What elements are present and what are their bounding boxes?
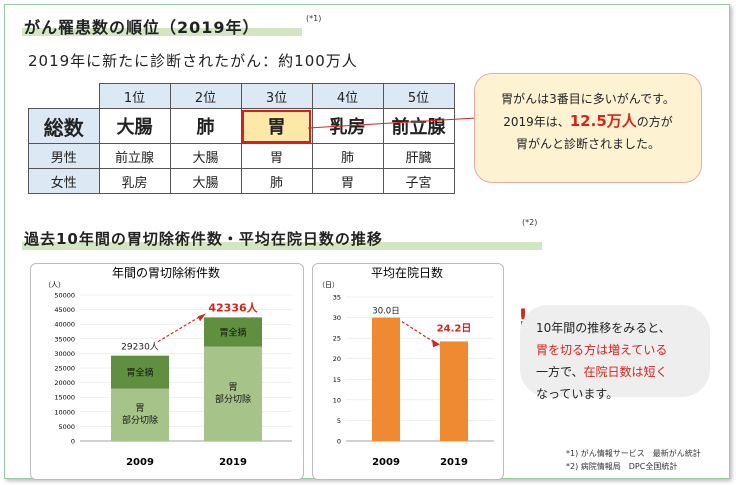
segment-label: 胃 (135, 403, 144, 414)
rank-table: 1位 2位 3位 4位 5位 総数 大腸 肺 胃 乳房 前立腺 男性 前立腺 大… (28, 83, 455, 194)
table-cell: 子宮 (382, 168, 455, 194)
surgery-count-chart: 年間の胃切除術件数 （人） 0 5000 10000 15000 20000 25000 300… (44, 265, 292, 468)
footnote-1: *1) がん情報サービス 最新がん統計 (566, 449, 701, 458)
total-label: 29230人 (121, 342, 159, 353)
trend-arrowhead (198, 313, 206, 322)
side-note-line4: なっています。 (536, 387, 619, 401)
highlighted-cell: 胃 (240, 108, 313, 144)
side-note-line2: 胃を切る方は増えている (536, 343, 668, 357)
y-tick-label: 40000 (54, 321, 75, 329)
table-cell: 肺 (240, 168, 313, 194)
title-highlight (22, 28, 302, 36)
segment-label: 部分切除 (215, 393, 251, 405)
section2-title: 過去10年間の胃切除術件数・平均在院日数の推移 (24, 230, 383, 248)
y-tick-label: 0 (337, 438, 341, 446)
callout-line3: 胃がんと診断されました。 (515, 137, 660, 151)
table-cell: 胃 (240, 143, 313, 169)
value-label: 24.2日 (437, 322, 472, 334)
rank-header: 1位 (98, 83, 171, 109)
y-tick-label: 45000 (54, 306, 75, 314)
section2-note: (*2) (522, 218, 538, 227)
table-cell: 乳房 (98, 168, 171, 194)
trend-arrow (157, 314, 203, 343)
y-tick-label: 10000 (54, 408, 75, 416)
y-tick-label: 30 (333, 314, 341, 322)
trend-arrowhead (432, 339, 440, 348)
y-tick-label: 5 (337, 417, 341, 425)
callout-line2-a: 2019年は、 (503, 115, 570, 129)
table-cell: 大腸 (169, 168, 242, 194)
y-tick-label: 20 (333, 355, 341, 363)
y-tick-label: 35000 (54, 335, 75, 343)
footnote-2: *2) 病院情報局 DPC全国統計 (566, 462, 678, 471)
x-tick-label: 2019 (440, 457, 468, 468)
y-tick-label: 15 (333, 376, 341, 384)
pointer-line (307, 117, 477, 129)
segment-label: 胃全摘 (126, 367, 153, 379)
y-tick-label: 50000 (54, 292, 75, 300)
rank-header: 5位 (382, 83, 455, 109)
table-row: 女性 乳房 大腸 肺 胃 子宮 (28, 168, 455, 194)
bar-total-gastrectomy (204, 317, 262, 347)
callout-line1: 胃がんは3番目に多いがんです。 (501, 92, 675, 106)
segment-label: 胃 (228, 382, 237, 393)
side-note-line3-b: 在院日数は短く (583, 365, 668, 379)
total-label: 42336人 (208, 300, 258, 314)
chart2-box (312, 263, 504, 480)
x-tick-label: 2009 (126, 457, 154, 468)
y-axis-label: （人） (44, 281, 65, 289)
y-tick-label: 20000 (54, 379, 75, 387)
table-row: 男性 前立腺 大腸 胃 肺 肝臓 (28, 143, 455, 169)
callout-highlight: 12.5万人 (569, 112, 637, 130)
x-tick-label: 2009 (372, 457, 400, 468)
bar-partial-resection (111, 388, 169, 441)
side-note-line3-a: 一方で、 (536, 365, 584, 379)
bar-partial-resection (204, 346, 262, 441)
bar (372, 317, 400, 441)
table-cell: 肺 (311, 143, 384, 169)
side-note: 10年間の推移をみると、 胃を切る方は増えている 一方で、在院日数は短く なって… (520, 305, 710, 401)
y-tick-label: 5000 (58, 423, 75, 431)
y-tick-label: 0 (71, 438, 75, 446)
value-label: 30.0日 (372, 307, 399, 317)
segment-label: 部分切除 (122, 414, 158, 426)
rank-header: 2位 (169, 83, 242, 109)
callout-line2-c: の方が (636, 115, 673, 129)
y-tick-label: 15000 (54, 394, 75, 402)
section1-title: がん罹患数の順位（2019年） (24, 18, 260, 37)
row-label: 総数 (28, 108, 100, 144)
y-tick-label: 35 (333, 294, 341, 302)
title-highlight (22, 242, 542, 250)
y-tick-label: 25 (333, 335, 341, 343)
x-tick-label: 2019 (219, 457, 247, 468)
y-axis-label: （日） (318, 281, 339, 289)
side-note-line3: 一方で、在院日数は短く (536, 361, 702, 383)
segment-label: 胃全摘 (219, 326, 246, 338)
bar-total-gastrectomy (111, 355, 169, 389)
bar (440, 341, 468, 441)
y-tick-label: 25000 (54, 365, 75, 373)
side-note-line1: 10年間の推移をみると、 (536, 321, 671, 335)
y-tick-label: 30000 (54, 350, 75, 358)
section1-subtitle: 2019年に新たに診断されたがん：約100万人 (28, 52, 358, 70)
table-cell: 肝臓 (382, 143, 455, 169)
callout-line2: 2019年は、12.5万人の方が (485, 110, 691, 133)
callout-bubble: 胃がんは3番目に多いがんです。 2019年は、12.5万人の方が 胃がんと診断さ… (474, 73, 702, 183)
row-label: 女性 (28, 168, 100, 194)
chart-title: 平均在院日数 (371, 265, 443, 280)
trend-arrow (401, 321, 437, 344)
chart-title: 年間の胃切除術件数 (112, 265, 220, 280)
section1-note: (*1) (306, 14, 322, 23)
hospital-stay-chart: 平均在院日数 （日） 0 5 10 15 20 25 30 35 30.0日 2009 24.2日 201… (318, 265, 494, 468)
y-tick-label: 10 (333, 396, 341, 404)
